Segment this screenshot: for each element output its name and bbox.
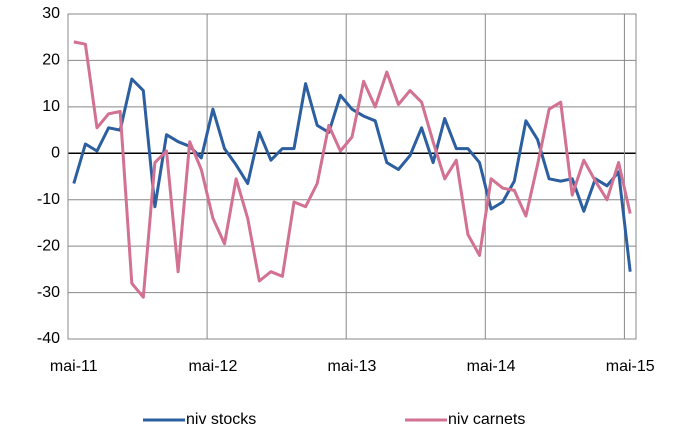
plot-border bbox=[67, 13, 637, 340]
y-tick-label: -40 bbox=[37, 330, 60, 347]
y-tick-label: -20 bbox=[37, 237, 60, 254]
line-series bbox=[73, 40, 632, 299]
x-tick-label: mai-11 bbox=[50, 358, 98, 375]
y-tick-label: 20 bbox=[42, 52, 60, 69]
line-series bbox=[72, 77, 632, 272]
y-tick-label: 0 bbox=[51, 145, 60, 162]
x-tick-label: mai-13 bbox=[328, 358, 377, 375]
y-tick-label: 10 bbox=[42, 98, 60, 115]
y-tick-label: -30 bbox=[37, 284, 60, 301]
x-tick-label: mai-14 bbox=[467, 358, 516, 375]
x-tick-label: mai-12 bbox=[188, 358, 237, 375]
legend-label: niv carnets bbox=[448, 411, 525, 428]
x-tick-label: mai-15 bbox=[606, 358, 655, 375]
y-tick-label: -10 bbox=[37, 191, 60, 208]
y-tick-label: 30 bbox=[42, 5, 60, 22]
legend-label: niv stocks bbox=[186, 411, 256, 428]
